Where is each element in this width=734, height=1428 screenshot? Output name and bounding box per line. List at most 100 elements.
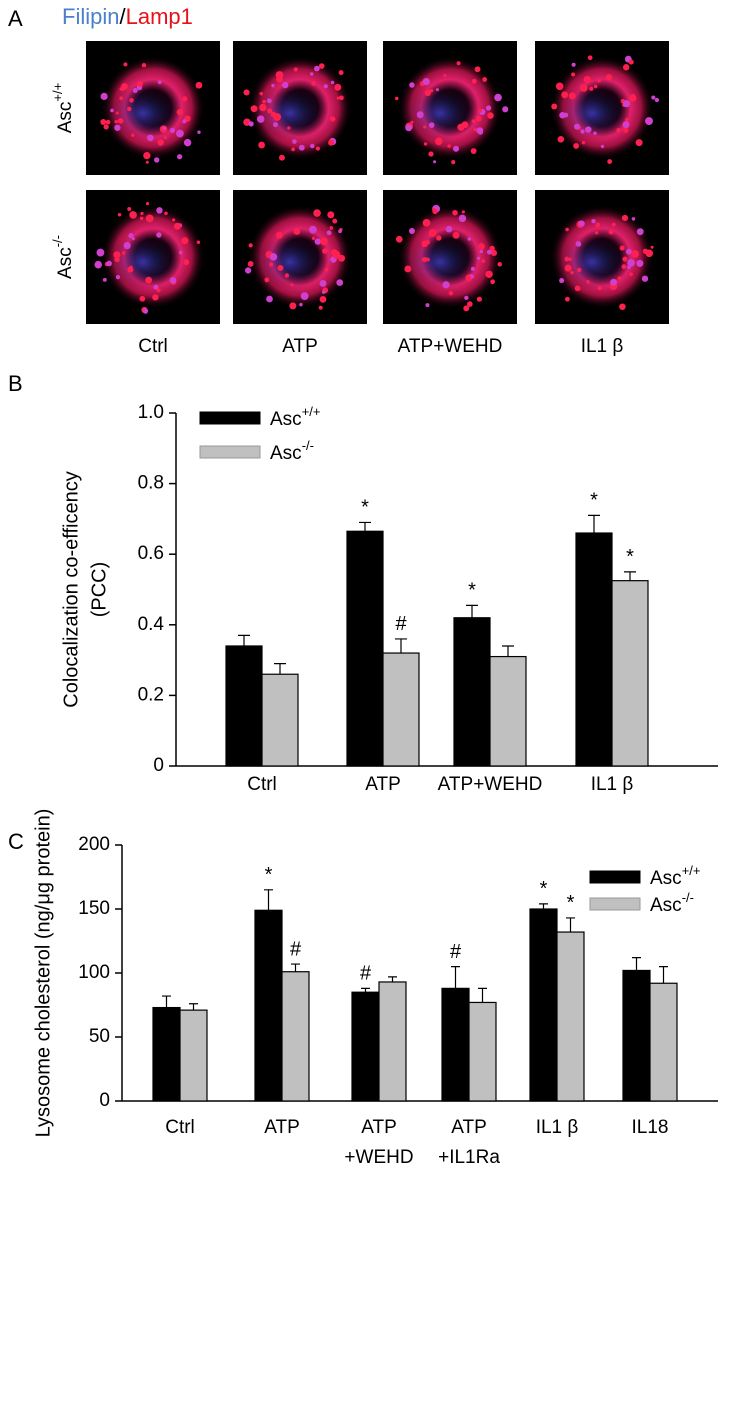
significance-mark: * <box>540 878 548 900</box>
vesicle <box>181 237 189 245</box>
vesicle <box>485 105 492 111</box>
vesicle <box>152 294 159 301</box>
vesicle <box>327 211 335 219</box>
vesicle <box>470 148 477 154</box>
vesicle <box>291 147 295 152</box>
y-tick-label: 1.0 <box>138 402 164 423</box>
x-tick-label: Ctrl <box>165 1117 195 1138</box>
vesicle <box>141 63 147 68</box>
vesicle <box>395 96 399 101</box>
vesicle <box>557 135 565 143</box>
bar <box>261 673 299 767</box>
vesicle <box>318 63 325 69</box>
vesicle <box>334 83 342 91</box>
vesicle <box>442 281 450 289</box>
vesicle <box>156 232 162 238</box>
vesicle <box>314 65 320 72</box>
vesicle <box>145 160 149 164</box>
error-bar <box>632 957 641 971</box>
vesicle <box>318 305 323 310</box>
vesicle <box>259 91 264 96</box>
error-bar <box>566 917 575 933</box>
vesicle <box>243 89 250 96</box>
bar <box>281 971 310 1102</box>
bar <box>382 652 420 767</box>
vesicle <box>298 144 305 151</box>
vesicle <box>577 267 582 273</box>
vesicle <box>486 249 492 255</box>
vesicle <box>256 115 265 123</box>
significance-mark: * <box>626 546 634 568</box>
vesicle <box>585 126 592 133</box>
vesicle <box>654 97 660 103</box>
vesicle <box>100 92 108 101</box>
vesicle <box>461 121 469 129</box>
vesicle <box>276 75 284 83</box>
vesicle <box>326 230 332 236</box>
vesicle <box>336 96 340 100</box>
vesicle <box>555 82 564 91</box>
vesicle <box>476 115 482 122</box>
vesicle <box>314 238 321 245</box>
vesicle <box>404 265 412 273</box>
vesicle <box>153 284 159 290</box>
vesicle <box>329 226 334 230</box>
vesicle <box>421 256 428 263</box>
vesicle <box>448 290 454 296</box>
vesicle <box>428 122 435 128</box>
vesicle <box>117 118 124 124</box>
bar <box>529 908 558 1102</box>
y-tick-label: 0.2 <box>138 684 164 705</box>
y-tick-label: 0 <box>153 755 164 776</box>
significance-mark: * <box>567 892 575 914</box>
vesicle <box>103 124 109 130</box>
vesicle <box>177 154 183 160</box>
bar <box>225 645 263 767</box>
significance-mark: # <box>450 941 462 963</box>
vesicle <box>564 264 572 272</box>
vesicle <box>145 202 150 206</box>
vesicle <box>127 106 132 112</box>
vesicle <box>485 270 493 278</box>
vesicle <box>578 220 585 227</box>
vesicle <box>121 83 128 90</box>
vesicle <box>586 280 590 284</box>
error-bar <box>291 963 300 972</box>
vesicle <box>580 129 585 134</box>
vesicle <box>169 127 176 133</box>
vesicle <box>266 295 273 303</box>
vesicle <box>611 222 616 227</box>
vesicle <box>248 121 254 127</box>
vesicle <box>636 259 644 267</box>
vesicle <box>568 257 572 261</box>
vesicle <box>105 119 111 125</box>
vesicle <box>635 139 643 147</box>
vesicle <box>132 87 138 93</box>
vesicle <box>313 209 321 217</box>
vesicle <box>100 119 107 125</box>
vesicle <box>478 108 483 113</box>
vesicle <box>250 105 258 113</box>
vesicle <box>173 222 181 230</box>
vesicle <box>470 274 474 279</box>
bar <box>378 981 407 1102</box>
vesicle <box>425 303 430 308</box>
vesicle <box>463 305 470 312</box>
x-tick-label: IL1 β <box>591 774 634 795</box>
vesicle <box>292 139 297 144</box>
vesicle <box>470 266 475 271</box>
vesicle <box>289 302 297 310</box>
bar <box>575 532 613 767</box>
vesicle <box>264 277 270 283</box>
vesicle <box>335 250 339 255</box>
vesicle <box>319 279 327 287</box>
vesicle <box>176 108 184 116</box>
vesicle <box>115 111 119 115</box>
vesicle <box>565 227 569 232</box>
vesicle <box>623 127 629 133</box>
cell-filipin <box>252 85 328 141</box>
vesicle <box>622 256 628 262</box>
vesicle <box>559 277 565 284</box>
vesicle <box>267 108 273 114</box>
vesicle <box>123 241 131 250</box>
